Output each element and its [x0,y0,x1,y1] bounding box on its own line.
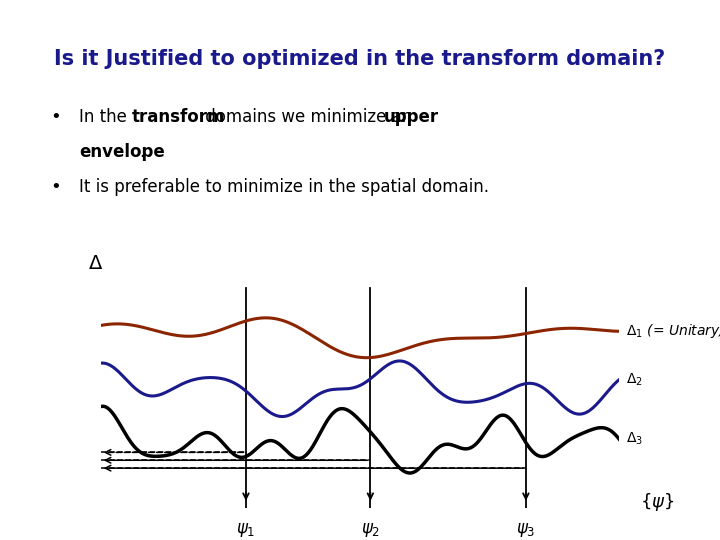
Text: •: • [50,108,61,126]
Text: $\Delta$: $\Delta$ [88,254,103,273]
Text: $\Delta_2$: $\Delta_2$ [626,372,643,388]
Text: $\Delta_1$ (= Unitary): $\Delta_1$ (= Unitary) [626,322,720,340]
Text: upper: upper [384,108,439,126]
Text: domains we minimize an: domains we minimize an [200,108,418,126]
Text: envelope: envelope [79,143,165,161]
Text: $\Delta_3$: $\Delta_3$ [626,431,644,447]
Text: $\psi_1$: $\psi_1$ [236,522,256,539]
Text: $\psi_2$: $\psi_2$ [361,522,380,539]
Text: transform: transform [132,108,225,126]
Text: •: • [50,178,61,196]
Text: It is preferable to minimize in the spatial domain.: It is preferable to minimize in the spat… [79,178,489,196]
Text: $\{\psi\}$: $\{\psi\}$ [640,491,675,512]
Text: In the: In the [79,108,132,126]
Text: .: . [139,143,144,161]
Text: $\psi_3$: $\psi_3$ [516,522,536,539]
Text: Is it Justified to optimized in the transform domain?: Is it Justified to optimized in the tran… [55,49,665,69]
